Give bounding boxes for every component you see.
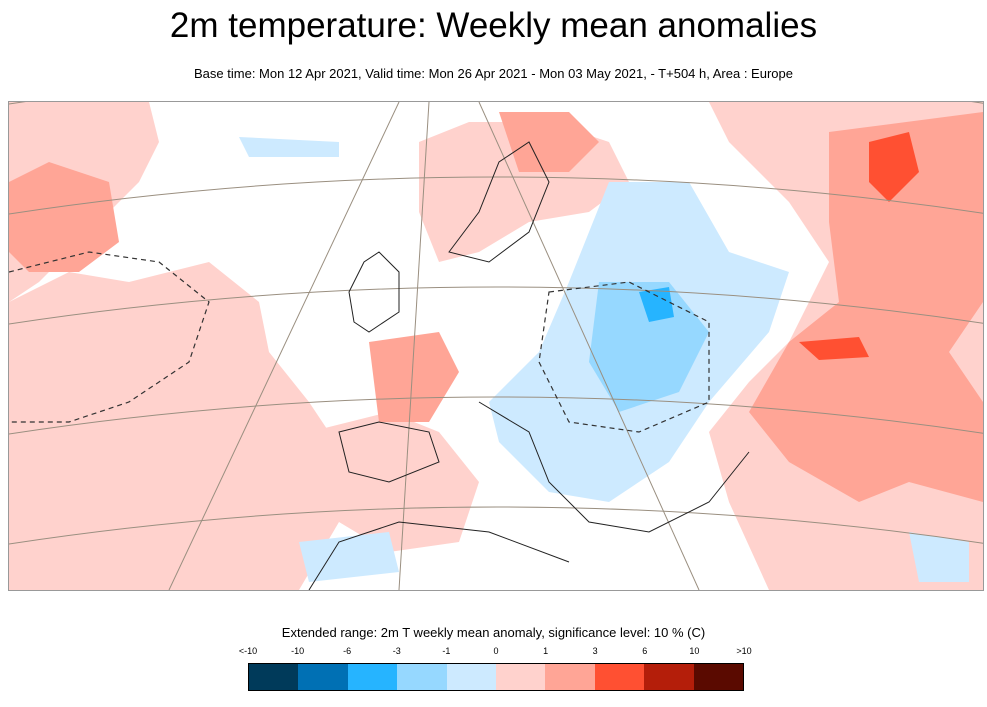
anomaly-mid-warm	[9, 112, 983, 502]
anomaly-map	[8, 101, 984, 591]
anomaly-region-nw-africa	[299, 532, 399, 582]
legend-tick-label: -10	[291, 646, 305, 656]
legend-swatch	[347, 664, 398, 690]
legend-colorbar	[248, 663, 744, 691]
legend-swatch	[397, 664, 447, 690]
coastlines	[308, 141, 750, 590]
legend-tick-label: -3	[392, 646, 401, 656]
chart-title: 2m temperature: Weekly mean anomalies	[169, 6, 818, 45]
legend-swatch	[249, 664, 299, 690]
legend-tick-label: -6	[343, 646, 352, 656]
legend-tick-label: -1	[442, 646, 451, 656]
graticule-lon-w	[168, 102, 400, 590]
coast-north-africa	[308, 521, 570, 590]
legend-tick-label: <-10	[238, 646, 258, 656]
graticule-30n	[9, 506, 983, 545]
legend-swatch	[594, 664, 645, 690]
graticule-50n	[9, 286, 983, 325]
legend-swatch	[496, 664, 546, 690]
coast-scandinavia	[448, 141, 550, 263]
legend-swatch	[693, 664, 744, 690]
contour-atlantic	[9, 251, 210, 423]
anomaly-region-middle-east	[909, 532, 969, 582]
anomaly-region-russia	[749, 112, 983, 502]
anomaly-region-volga-core	[799, 337, 869, 360]
legend-swatch	[545, 664, 595, 690]
significance-contours	[9, 251, 710, 433]
anomaly-region-atlantic	[9, 262, 339, 590]
legend-tick-label: 1	[543, 646, 549, 656]
coast-mediterranean	[478, 401, 750, 533]
coast-british-isles	[348, 251, 400, 333]
legend-swatch	[644, 664, 694, 690]
chart-subtitle: Base time: Mon 12 Apr 2021, Valid time: …	[194, 66, 793, 81]
anomaly-region-greenland-core	[9, 162, 119, 272]
contour-east	[538, 281, 710, 433]
legend: <-10 -10 -6 -3 -1 0 1 3 6 10 >10	[239, 646, 752, 692]
graticule-lon-e	[478, 102, 700, 590]
legend-tick-label: 3	[592, 646, 598, 656]
legend-tick-label: >10	[736, 646, 752, 656]
legend-tick-label: 10	[689, 646, 700, 656]
legend-ticks: <-10 -10 -6 -3 -1 0 1 3 6 10 >10	[239, 646, 752, 660]
legend-tick-label: 6	[642, 646, 648, 656]
anomaly-region-ukraine-core	[639, 287, 674, 322]
legend-swatch	[446, 664, 497, 690]
graticule-60n	[9, 176, 983, 215]
anomaly-region-ukraine	[589, 282, 709, 412]
legend-swatch	[298, 664, 348, 690]
anomaly-mid-cold	[589, 282, 709, 412]
anomaly-strong-cold	[639, 287, 674, 322]
legend-title: Extended range: 2m T weekly mean anomaly…	[281, 625, 706, 640]
coast-iberia	[338, 421, 440, 483]
legend-tick-label: 0	[493, 646, 499, 656]
anomaly-strong-warm	[799, 132, 919, 360]
anomaly-region-iberia	[309, 412, 479, 552]
graticule-40n	[9, 396, 983, 435]
anomaly-region-france	[369, 332, 459, 422]
graticule	[9, 102, 983, 590]
anomaly-region-finland	[499, 112, 599, 172]
anomaly-map-svg	[9, 102, 983, 590]
anomaly-region-iceland-strip	[239, 137, 339, 157]
graticule-lon-0	[398, 102, 430, 590]
anomaly-region-ural-core	[869, 132, 919, 202]
